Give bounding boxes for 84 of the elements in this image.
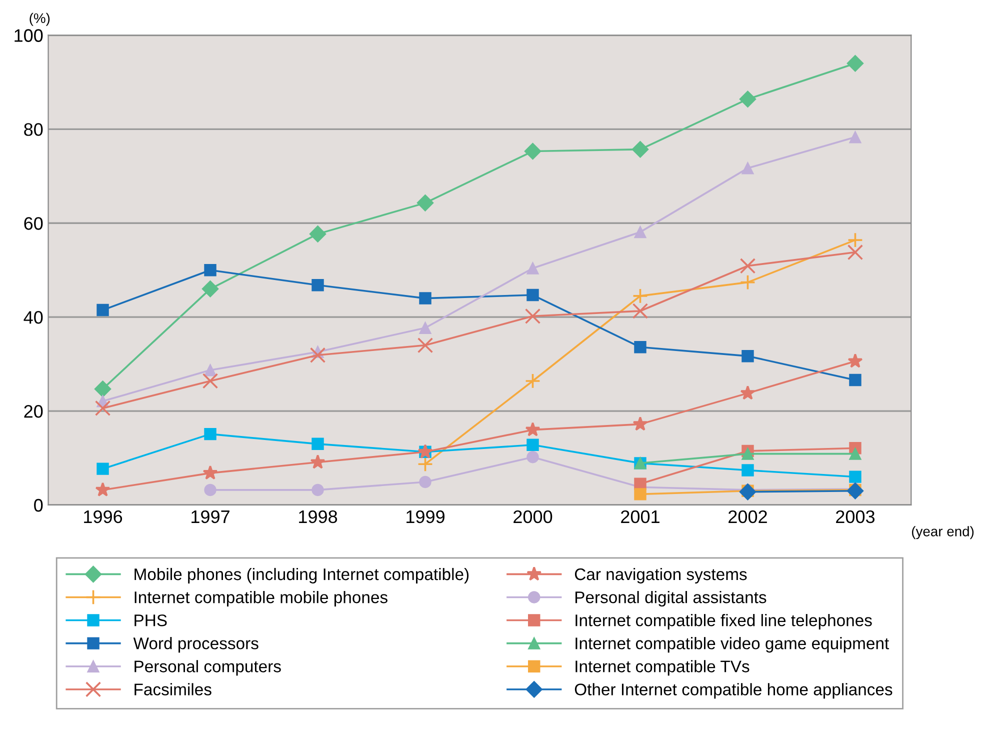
point: [416, 194, 434, 212]
point: [524, 308, 541, 324]
point: [632, 140, 649, 158]
point: [632, 416, 648, 431]
point: [312, 279, 324, 292]
y-tick-label: 60: [24, 217, 43, 230]
point: [740, 258, 756, 274]
point: [634, 226, 646, 238]
point: [632, 288, 648, 304]
point: [634, 488, 646, 500]
point: [740, 274, 756, 290]
point: [312, 484, 324, 496]
point: [204, 428, 216, 440]
point: [310, 454, 326, 469]
legend-label: Other Internet compatible home appliances: [574, 683, 892, 699]
point: [847, 232, 864, 248]
point: [742, 464, 754, 476]
legend-label: Personal computers: [134, 660, 281, 676]
point: [526, 450, 539, 464]
point: [525, 422, 540, 436]
point: [94, 380, 112, 398]
point: [526, 262, 539, 274]
legend-label: Personal digital assistants: [575, 590, 766, 607]
y-tick-label: 20: [24, 404, 43, 418]
legend-label: Word processors: [133, 637, 258, 653]
point: [96, 304, 109, 316]
point: [417, 337, 434, 354]
point: [847, 244, 864, 260]
x-tick-label: 1997: [192, 510, 230, 524]
point: [742, 162, 754, 174]
point: [848, 353, 863, 368]
x-tick-label: 1998: [299, 510, 338, 524]
legend-label: Internet compatible mobile phones: [134, 590, 388, 607]
legend-label: Internet compatible fixed line telephones: [576, 614, 872, 630]
point: [849, 448, 862, 460]
point: [742, 350, 754, 362]
x-tick-label: 2000: [514, 510, 552, 524]
legend-label: Internet compatible video game equipment: [576, 637, 889, 653]
point: [849, 470, 862, 483]
x-tick-label: 1999: [406, 510, 444, 524]
point: [634, 341, 646, 354]
point: [204, 484, 216, 496]
legend-label: Internet compatible TVs: [576, 660, 750, 676]
point: [202, 465, 218, 480]
point: [94, 400, 111, 416]
point: [96, 462, 109, 475]
y-tick-label: 100: [14, 29, 43, 42]
point: [849, 131, 862, 144]
y-tick-label: 0: [34, 498, 43, 512]
point: [419, 322, 432, 334]
x-tick-label: 2003: [836, 510, 875, 524]
point: [524, 142, 542, 160]
y-axis-title: (%): [30, 12, 50, 26]
x-tick-label: 2002: [728, 510, 767, 524]
legend-label: PHS: [134, 614, 167, 626]
point: [524, 373, 541, 389]
x-tick-label: 1996: [84, 510, 122, 524]
x-tick-label: 2001: [621, 510, 660, 524]
x-axis-title: (year end): [912, 526, 974, 540]
point: [742, 448, 754, 460]
point: [740, 385, 756, 400]
point: [202, 280, 219, 298]
legend-label: Car navigation systems: [574, 568, 747, 584]
y-tick-label: 40: [24, 311, 43, 324]
point: [309, 226, 326, 242]
legend-label: Facsimiles: [134, 683, 212, 696]
point: [204, 364, 216, 376]
point: [95, 482, 110, 496]
point: [846, 55, 864, 72]
point: [739, 90, 756, 108]
point: [417, 456, 434, 472]
legend-label: Mobile phones (including Internet compatible): [134, 568, 469, 584]
point: [632, 303, 648, 319]
point: [312, 438, 324, 450]
point: [849, 374, 862, 386]
point: [846, 482, 864, 500]
point: [419, 476, 432, 488]
point: [310, 347, 326, 363]
y-tick-label: 80: [24, 123, 43, 136]
point: [526, 288, 539, 302]
point: [202, 373, 218, 389]
point: [419, 292, 432, 304]
point: [204, 264, 216, 276]
point: [526, 438, 539, 451]
